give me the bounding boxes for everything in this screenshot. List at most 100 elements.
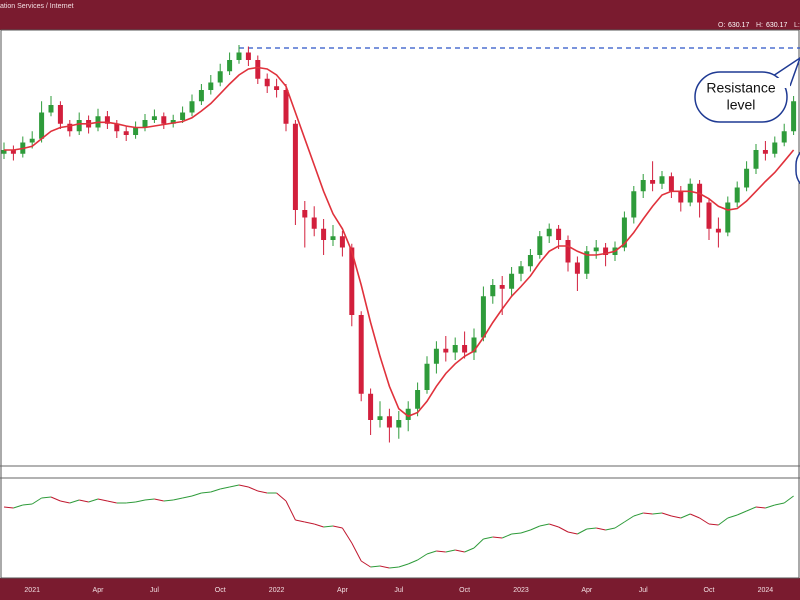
candle-body bbox=[471, 337, 477, 353]
indicator-segment bbox=[643, 512, 653, 515]
indicator-segment bbox=[511, 532, 522, 535]
indicator-segment bbox=[530, 525, 540, 531]
source-text: ation Services / Internet bbox=[0, 3, 74, 10]
candle-body bbox=[565, 240, 571, 263]
candle-body bbox=[415, 390, 421, 409]
candle-body bbox=[678, 191, 684, 203]
candle-body bbox=[161, 116, 167, 124]
indicator-segment bbox=[285, 500, 296, 521]
candle-body bbox=[518, 266, 524, 274]
candle-body bbox=[725, 202, 731, 233]
indicator-segment bbox=[201, 491, 211, 494]
indicator-segment bbox=[680, 513, 691, 519]
annotation-text: Resistance bbox=[706, 80, 775, 96]
indicator-segment bbox=[60, 500, 70, 504]
indicator-segment bbox=[502, 533, 512, 539]
indicator-segment bbox=[596, 527, 606, 531]
x-tick-label: Oct bbox=[215, 587, 226, 594]
indicator-segment bbox=[351, 542, 362, 562]
candle-body bbox=[264, 78, 270, 87]
indicator-segment bbox=[314, 523, 324, 528]
indicator-segment bbox=[276, 492, 287, 502]
indicator-segment bbox=[13, 504, 23, 509]
candle-body bbox=[772, 142, 778, 154]
indicator-segment bbox=[144, 498, 155, 501]
indicator-segment bbox=[69, 499, 80, 504]
indicator-segment bbox=[661, 512, 672, 517]
indicator-segment bbox=[50, 496, 61, 502]
candle-body bbox=[706, 202, 712, 229]
candle-body bbox=[527, 255, 533, 267]
x-tick-label: Apr bbox=[93, 587, 105, 594]
quote-label: H: bbox=[756, 22, 763, 29]
indicator-segment bbox=[135, 499, 146, 503]
x-tick-label: Jul bbox=[394, 587, 403, 594]
x-tick-label: Jul bbox=[639, 587, 648, 594]
candle-body bbox=[659, 176, 665, 184]
candle-body bbox=[791, 101, 797, 132]
quote-value: 630.17 bbox=[728, 22, 750, 29]
indicator-segment bbox=[483, 536, 493, 540]
indicator-segment bbox=[539, 523, 550, 527]
indicator-segment bbox=[746, 506, 757, 512]
indicator-segment bbox=[360, 560, 371, 568]
candle-body bbox=[368, 393, 374, 420]
indicator-segment bbox=[455, 549, 465, 553]
candle-body bbox=[123, 131, 129, 135]
indicator-segment bbox=[295, 519, 305, 523]
indicator-segment bbox=[173, 497, 183, 501]
x-tick-label: Apr bbox=[337, 587, 349, 594]
candle-body bbox=[668, 176, 674, 192]
indicator-segment bbox=[238, 484, 249, 488]
indicator-segment bbox=[154, 498, 164, 502]
candle-body bbox=[762, 150, 768, 154]
indicator-segment bbox=[492, 536, 503, 539]
indicator-segment bbox=[558, 526, 569, 533]
indicator-segment bbox=[417, 553, 428, 561]
indicator-segment bbox=[370, 565, 381, 568]
candle-body bbox=[377, 416, 383, 420]
candle-body bbox=[443, 348, 449, 353]
x-tick-label: Apr bbox=[581, 587, 593, 594]
indicator-segment bbox=[332, 525, 343, 529]
moving-average bbox=[4, 66, 795, 418]
indicator-segment bbox=[520, 529, 531, 534]
candle-body bbox=[39, 112, 45, 139]
x-tick-label: Oct bbox=[459, 587, 470, 594]
frame bbox=[0, 29, 800, 579]
candle-body bbox=[593, 247, 599, 252]
indicator-segment bbox=[191, 492, 202, 497]
x-tick-label: 2021 bbox=[24, 587, 40, 594]
indicator-segment bbox=[379, 565, 390, 569]
indicator-segment bbox=[783, 495, 794, 504]
candle-body bbox=[142, 120, 148, 128]
indicator-segment bbox=[210, 488, 221, 493]
indicator-segment bbox=[257, 490, 268, 494]
indicator-segment bbox=[671, 515, 681, 519]
indicator-segment bbox=[567, 531, 578, 535]
indicator-segment bbox=[248, 486, 258, 492]
candle-body bbox=[114, 123, 120, 132]
candle-body bbox=[509, 273, 515, 289]
top-bar bbox=[0, 0, 800, 30]
indicator-segment bbox=[549, 523, 559, 528]
indicator-segment bbox=[408, 559, 418, 565]
candle-body bbox=[480, 296, 486, 338]
indicator-segment bbox=[708, 523, 719, 526]
candle-body bbox=[650, 180, 656, 184]
candle-body bbox=[236, 52, 242, 60]
indicator-segment bbox=[88, 498, 99, 503]
x-tick-label: Jul bbox=[150, 587, 159, 594]
candle-body bbox=[245, 52, 251, 60]
candle-body bbox=[180, 112, 186, 120]
candle-body bbox=[603, 247, 609, 255]
candle-body bbox=[292, 123, 298, 210]
candle-body bbox=[405, 408, 411, 420]
candle-body bbox=[715, 228, 721, 233]
indicator-segment bbox=[652, 512, 663, 515]
indicator-segment bbox=[389, 566, 399, 569]
indicator-segment bbox=[436, 550, 446, 553]
candle-body bbox=[490, 285, 496, 297]
